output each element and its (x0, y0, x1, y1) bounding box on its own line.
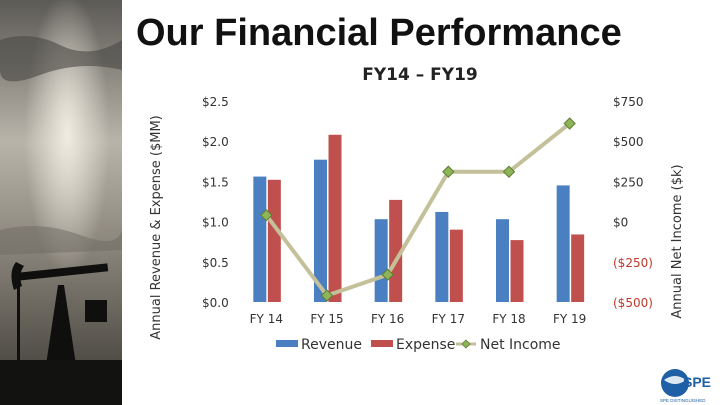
left-axis-label: Annual Revenue & Expense ($MM) (149, 115, 164, 340)
x-tick-label: FY 14 (250, 312, 283, 326)
net-income-point (260, 208, 273, 222)
x-tick-label: FY 17 (432, 312, 465, 326)
chart-title: FY14 – FY19 (362, 65, 478, 85)
left-tick-label: $0.0 (202, 296, 229, 310)
bar-revenue (556, 185, 570, 302)
net-income-point (502, 165, 516, 178)
legend-swatch-revenue (276, 340, 298, 347)
left-tick-label: $2.0 (202, 135, 229, 149)
bar-revenue (314, 159, 327, 302)
right-axis-label: Annual Net Income ($k) (670, 164, 685, 318)
bar-revenue (374, 219, 388, 302)
bar-revenue (253, 176, 267, 302)
x-tick-label: FY 16 (371, 312, 404, 326)
legend-swatch-expense (371, 340, 393, 347)
bar-revenue (435, 211, 449, 302)
left-tick-label: $0.5 (202, 256, 229, 270)
right-tick-label: $500 (613, 135, 644, 149)
bar-revenue (496, 219, 509, 302)
x-tick-label: FY 15 (310, 312, 343, 326)
bar-expense (267, 179, 281, 302)
right-tick-label: $750 (613, 95, 644, 109)
legend-label: Net Income (480, 337, 561, 353)
net-income-line (264, 121, 571, 298)
bar-expense (510, 240, 524, 302)
left-tick-label: $2.5 (202, 95, 229, 109)
bar-expense (571, 234, 585, 302)
net-income-point (563, 117, 576, 130)
legend-marker-net-income (461, 339, 471, 349)
x-tick-label: FY 18 (492, 312, 525, 326)
oil-pump-photo (0, 0, 122, 405)
net-income-point (381, 268, 394, 281)
right-tick-label: $250 (613, 175, 644, 189)
page-title: Our Financial Performance (136, 12, 622, 54)
net-income-point (320, 289, 334, 302)
left-tick-label: $1.5 (202, 175, 229, 189)
right-tick-label: ($250) (613, 256, 653, 270)
legend-label: Revenue (301, 337, 362, 353)
bar-expense (328, 134, 342, 302)
legend-label: Expense (396, 337, 455, 353)
bar-expense (389, 199, 403, 302)
bar-expense (449, 229, 463, 302)
net-income-point (442, 165, 455, 178)
left-tick-label: $1.0 (202, 216, 229, 230)
logo-tagline: SPE DISTINGUISHED (660, 398, 706, 403)
right-tick-label: $0 (613, 216, 628, 230)
logo-text: SPE (683, 374, 711, 390)
x-tick-label: FY 19 (553, 312, 586, 326)
right-tick-label: ($500) (613, 296, 653, 310)
spe-logo: SPE SPE DISTINGUISHED (660, 369, 711, 403)
